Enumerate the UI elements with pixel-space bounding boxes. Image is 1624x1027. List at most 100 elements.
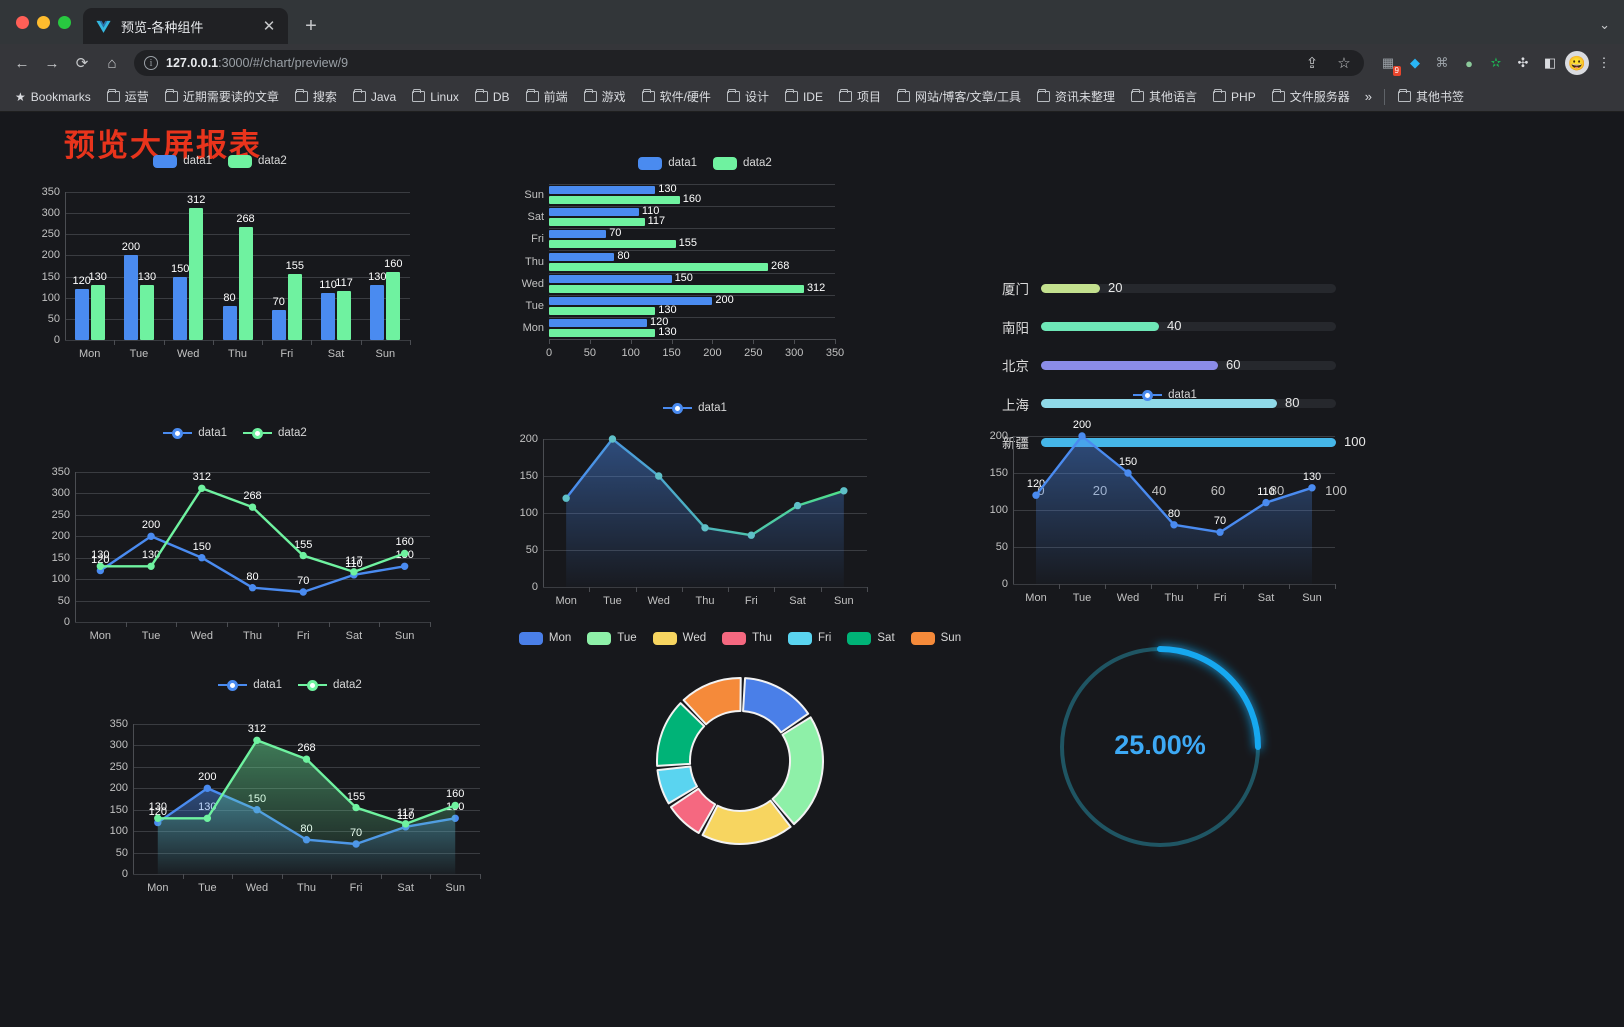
arrow-left-icon[interactable]: ← bbox=[14, 54, 30, 72]
data-point[interactable] bbox=[1124, 469, 1132, 477]
other-bookmarks-folder[interactable]: 其他书签 bbox=[1391, 85, 1471, 108]
pie-slice[interactable] bbox=[656, 702, 706, 767]
grid-extension-icon[interactable]: ▦ 9 bbox=[1381, 55, 1401, 76]
home-icon[interactable]: ⌂ bbox=[107, 54, 117, 72]
bookmark-folder-14[interactable]: 其他语言 bbox=[1124, 85, 1204, 108]
chevron-down-icon[interactable]: ⌄ bbox=[1599, 17, 1610, 32]
legend-item[interactable]: Mon bbox=[518, 631, 571, 645]
progress-row[interactable]: 上海 80 bbox=[985, 394, 1336, 414]
pie-slice[interactable] bbox=[656, 765, 699, 805]
legend-item[interactable]: data1 bbox=[153, 154, 212, 168]
progress-track[interactable]: 60 bbox=[1041, 357, 1336, 372]
bar[interactable] bbox=[222, 306, 237, 340]
data-point[interactable] bbox=[747, 531, 755, 539]
bar[interactable] bbox=[189, 208, 204, 340]
progress-track[interactable]: 80 bbox=[1041, 395, 1336, 410]
bar[interactable] bbox=[123, 255, 138, 340]
maximize-window-button[interactable] bbox=[58, 15, 71, 29]
legend-item[interactable]: data1 bbox=[218, 679, 282, 691]
minimize-window-button[interactable] bbox=[37, 15, 50, 29]
data-point[interactable] bbox=[198, 484, 206, 492]
progress-row[interactable]: 北京 60 bbox=[985, 355, 1336, 375]
bar[interactable] bbox=[386, 272, 401, 340]
legend-item[interactable]: data1 bbox=[663, 402, 727, 414]
data-point[interactable] bbox=[302, 755, 311, 763]
bar[interactable] bbox=[549, 306, 656, 315]
address-bar[interactable]: i 127.0.0.1:3000/#/chart/preview/9 ⇪ ☆ bbox=[134, 50, 1364, 76]
bar[interactable] bbox=[549, 230, 607, 239]
legend-item[interactable]: Thu bbox=[722, 631, 772, 645]
reload-icon[interactable]: ⟳ bbox=[75, 55, 89, 72]
legend-item[interactable]: data1 bbox=[638, 156, 697, 170]
bookmarks-label[interactable]: ★ Bookmarks bbox=[8, 87, 98, 107]
legend-item[interactable]: data2 bbox=[243, 427, 307, 439]
bookmark-folder-7[interactable]: 游戏 bbox=[577, 85, 633, 108]
data-point[interactable] bbox=[147, 562, 155, 570]
bar[interactable] bbox=[549, 328, 656, 337]
legend-item[interactable]: Sun bbox=[910, 631, 961, 645]
bar[interactable] bbox=[549, 186, 656, 195]
progress-row[interactable]: 南阳 40 bbox=[985, 317, 1336, 337]
data-point[interactable] bbox=[203, 814, 212, 822]
bar[interactable] bbox=[549, 296, 713, 305]
progress-row[interactable]: 新疆 100 bbox=[985, 432, 1366, 452]
data-point[interactable] bbox=[400, 562, 409, 570]
progress-track[interactable]: 100 bbox=[1041, 434, 1366, 449]
data-point[interactable] bbox=[400, 549, 409, 558]
progress-row[interactable]: 厦门 20 bbox=[985, 278, 1336, 298]
pie-slice[interactable] bbox=[771, 716, 824, 826]
data-point[interactable] bbox=[248, 584, 257, 592]
data-point[interactable] bbox=[299, 551, 307, 560]
data-point[interactable] bbox=[1216, 528, 1224, 536]
bookmarks-overflow-button[interactable]: » bbox=[1364, 89, 1372, 104]
kebab-menu-icon[interactable]: ⋮ bbox=[1597, 55, 1611, 70]
info-circle-icon[interactable]: i bbox=[144, 56, 158, 70]
puzzle-extension-icon[interactable]: ✣ bbox=[1517, 55, 1529, 70]
bar[interactable] bbox=[549, 262, 768, 271]
arrow-right-icon[interactable]: → bbox=[44, 54, 60, 72]
data-point[interactable] bbox=[840, 487, 848, 495]
bookmark-folder-0[interactable]: 运营 bbox=[100, 85, 156, 108]
bookmark-folder-16[interactable]: 文件服务器 bbox=[1265, 85, 1357, 108]
bookmark-folder-12[interactable]: 网站/博客/文章/工具 bbox=[890, 85, 1028, 108]
legend-item[interactable]: Tue bbox=[587, 631, 637, 645]
legend-item[interactable]: data1 bbox=[163, 427, 227, 439]
bookmark-folder-10[interactable]: IDE bbox=[778, 87, 830, 107]
pie-slice[interactable] bbox=[669, 787, 717, 835]
bookmark-folder-13[interactable]: 资讯未整理 bbox=[1030, 85, 1122, 108]
legend-item[interactable]: data2 bbox=[298, 679, 362, 691]
bar[interactable] bbox=[287, 274, 302, 340]
bar[interactable] bbox=[271, 310, 286, 340]
bar[interactable] bbox=[238, 226, 253, 340]
data-point[interactable] bbox=[147, 532, 155, 540]
data-point[interactable] bbox=[253, 736, 261, 744]
legend-item[interactable]: Sat bbox=[847, 631, 895, 645]
bar[interactable] bbox=[549, 252, 615, 261]
pie-slice[interactable] bbox=[742, 677, 810, 734]
pie-slice[interactable] bbox=[701, 799, 792, 845]
bar[interactable] bbox=[173, 276, 188, 340]
bookmark-folder-5[interactable]: DB bbox=[468, 87, 517, 107]
bar[interactable] bbox=[74, 289, 89, 340]
data-point[interactable] bbox=[1078, 432, 1086, 440]
bar[interactable] bbox=[549, 240, 676, 249]
bookmark-folder-15[interactable]: PHP bbox=[1206, 87, 1263, 107]
close-window-button[interactable] bbox=[16, 15, 29, 29]
share-icon[interactable]: ⇪ bbox=[1305, 55, 1319, 72]
data-point[interactable] bbox=[1262, 498, 1270, 507]
bookmark-folder-4[interactable]: Linux bbox=[405, 87, 466, 107]
bar[interactable] bbox=[549, 218, 645, 227]
data-point[interactable] bbox=[793, 501, 802, 510]
data-point[interactable] bbox=[451, 801, 459, 810]
bar[interactable] bbox=[337, 290, 352, 340]
data-point[interactable] bbox=[96, 562, 105, 570]
close-icon[interactable]: ✕ bbox=[262, 18, 276, 35]
data-point[interactable] bbox=[203, 784, 212, 792]
avatar-emoji-icon[interactable]: 😀 bbox=[1565, 51, 1589, 75]
data-point[interactable] bbox=[352, 803, 360, 812]
data-point[interactable] bbox=[608, 435, 617, 443]
bookmark-folder-1[interactable]: 近期需要读的文章 bbox=[158, 85, 286, 108]
bookmark-folder-2[interactable]: 搜索 bbox=[288, 85, 344, 108]
legend-item[interactable]: data1 bbox=[1133, 389, 1197, 401]
data-point[interactable] bbox=[701, 524, 709, 532]
